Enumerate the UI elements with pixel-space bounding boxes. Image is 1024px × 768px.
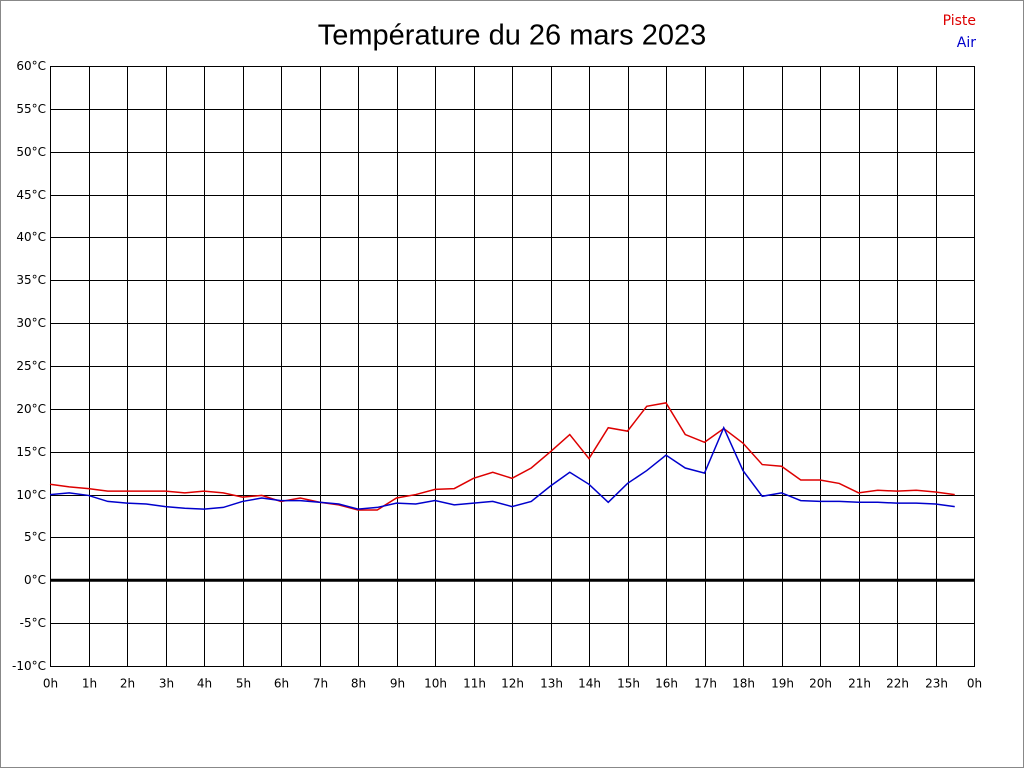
y-tick-label: 35°C [16,273,46,287]
y-tick-label: 30°C [16,316,46,330]
y-tick-label: 15°C [16,445,46,459]
x-tick-label: 0h [43,677,58,691]
x-tick-label: 4h [197,677,212,691]
x-tick-label: 6h [274,677,289,691]
x-tick-label: 3h [159,677,174,691]
y-tick-label: 5°C [24,530,46,544]
x-tick-label: 7h [313,677,328,691]
legend-entry: Piste [943,13,976,29]
y-tick-label: 55°C [16,102,46,116]
y-tick-label: 20°C [16,402,46,416]
x-tick-label: 15h [617,677,640,691]
x-tick-label: 9h [390,677,405,691]
data-line [49,402,955,511]
legend-entry: Air [957,35,976,51]
data-line [49,425,955,510]
y-tick-label: 40°C [16,230,46,244]
x-tick-label: 23h [925,677,948,691]
x-tick-label: 12h [501,677,524,691]
y-tick-label: -10°C [12,659,46,673]
y-tick-label: 45°C [16,188,46,202]
chart-title: Température du 26 mars 2023 [318,20,707,52]
y-tick-label: 50°C [16,145,46,159]
x-tick-label: 11h [463,677,486,691]
x-tick-label: 22h [886,677,909,691]
y-tick-label: 0°C [24,573,46,587]
x-tick-label: 0h [967,677,982,691]
x-tick-label: 10h [424,677,447,691]
x-tick-label: 2h [120,677,135,691]
x-tick-label: 5h [236,677,251,691]
x-tick-label: 18h [732,677,755,691]
x-tick-label: 1h [82,677,97,691]
x-tick-label: 16h [655,677,678,691]
x-tick-label: 17h [694,677,717,691]
y-tick-label: 60°C [16,59,46,73]
x-tick-label: 19h [771,677,794,691]
y-tick-label: 25°C [16,359,46,373]
x-tick-label: 20h [809,677,832,691]
x-tick-label: 21h [848,677,871,691]
x-tick-label: 14h [578,677,601,691]
x-tick-label: 8h [351,677,366,691]
y-tick-label: 10°C [16,488,46,502]
y-tick-label: -5°C [20,616,46,630]
x-tick-label: 13h [540,677,563,691]
